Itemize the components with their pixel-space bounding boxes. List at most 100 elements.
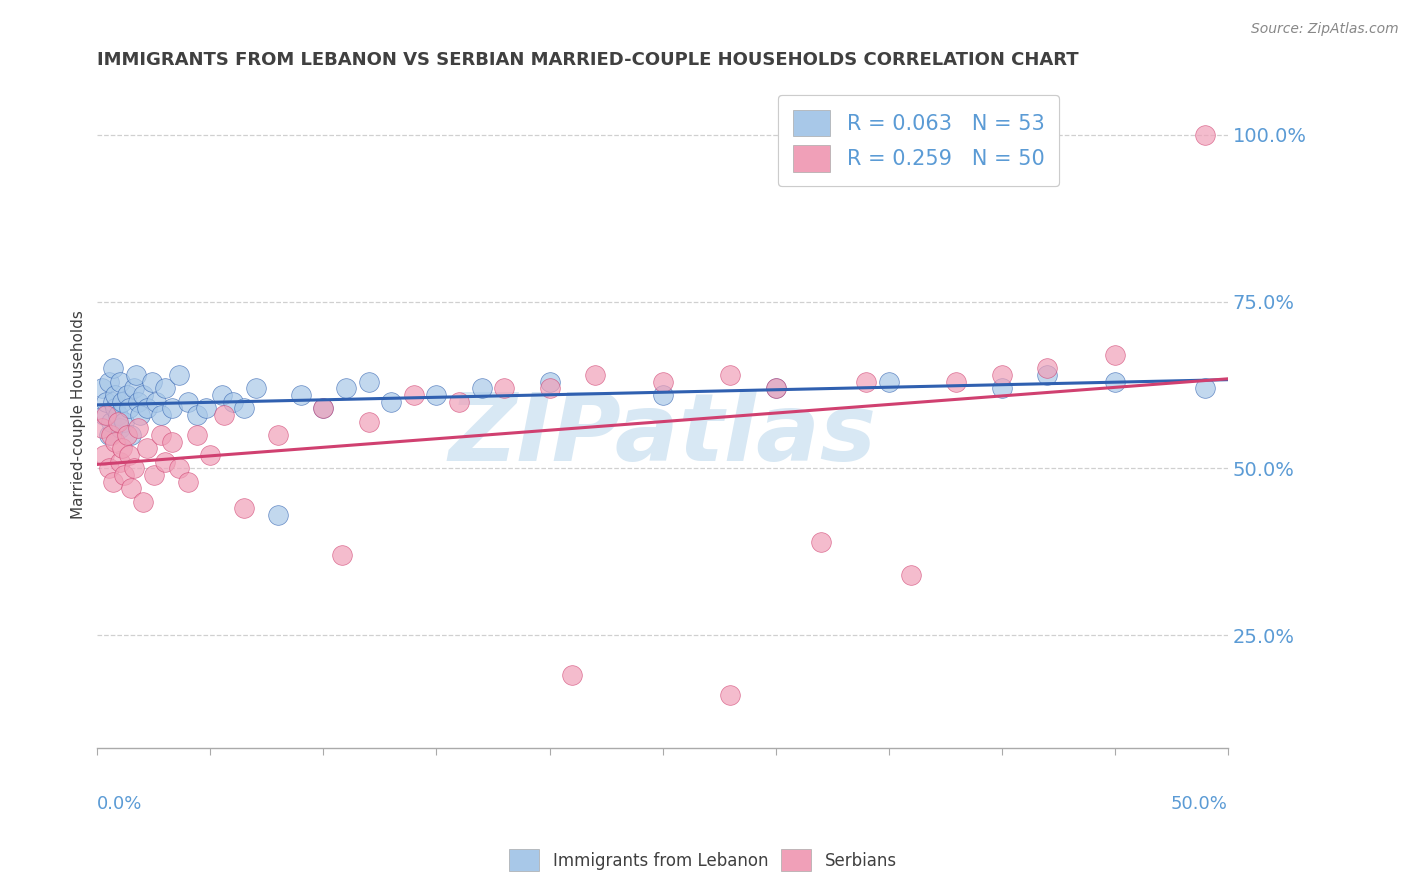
Point: [233, 401, 256, 416]
Point: [127, 394, 149, 409]
Point: [718, 688, 741, 702]
Point: [125, 368, 148, 382]
Point: [335, 381, 357, 395]
Point: [104, 401, 127, 416]
Point: [160, 401, 183, 416]
Text: ZIPatlas: ZIPatlas: [449, 389, 876, 481]
Point: [118, 401, 141, 416]
Point: [212, 408, 235, 422]
Point: [222, 394, 245, 409]
Point: [93, 448, 115, 462]
Point: [357, 375, 380, 389]
Point: [990, 368, 1012, 382]
Point: [990, 381, 1012, 395]
Point: [136, 401, 159, 416]
Text: IMMIGRANTS FROM LEBANON VS SERBIAN MARRIED-COUPLE HOUSEHOLDS CORRELATION CHART: IMMIGRANTS FROM LEBANON VS SERBIAN MARRI…: [97, 51, 1078, 69]
Point: [141, 375, 163, 389]
Point: [101, 394, 124, 409]
Point: [101, 361, 124, 376]
Point: [200, 448, 222, 462]
Point: [471, 381, 494, 395]
Point: [145, 394, 167, 409]
Point: [114, 415, 136, 429]
Text: 0.0%: 0.0%: [97, 795, 143, 814]
Point: [425, 388, 447, 402]
Point: [149, 428, 172, 442]
Point: [104, 388, 127, 402]
Point: [312, 401, 335, 416]
Point: [765, 381, 787, 395]
Point: [97, 461, 120, 475]
Point: [718, 368, 741, 382]
Point: [153, 455, 176, 469]
Point: [97, 375, 120, 389]
Point: [765, 381, 787, 395]
Point: [120, 428, 142, 442]
Point: [877, 375, 900, 389]
Point: [1036, 368, 1059, 382]
Point: [211, 388, 233, 402]
Legend: R = 0.063   N = 53, R = 0.259   N = 50: R = 0.063 N = 53, R = 0.259 N = 50: [778, 95, 1059, 186]
Point: [267, 508, 290, 522]
Point: [108, 375, 131, 389]
Point: [357, 415, 380, 429]
Point: [118, 448, 141, 462]
Point: [100, 428, 122, 442]
Point: [107, 415, 129, 429]
Point: [561, 668, 583, 682]
Point: [267, 428, 290, 442]
Point: [111, 442, 134, 456]
Point: [122, 461, 145, 475]
Point: [1194, 381, 1216, 395]
Point: [177, 394, 200, 409]
Point: [245, 381, 267, 395]
Point: [96, 408, 118, 422]
Point: [186, 408, 208, 422]
Point: [160, 434, 183, 449]
Point: [330, 548, 353, 562]
Point: [402, 388, 425, 402]
Point: [177, 475, 200, 489]
Point: [1104, 348, 1126, 362]
Point: [90, 421, 112, 435]
Point: [233, 501, 256, 516]
Point: [900, 568, 922, 582]
Point: [115, 428, 138, 442]
Point: [129, 408, 152, 422]
Point: [186, 428, 208, 442]
Point: [538, 375, 561, 389]
Point: [120, 481, 142, 495]
Point: [108, 421, 131, 435]
Point: [494, 381, 516, 395]
Point: [111, 394, 134, 409]
Point: [100, 415, 122, 429]
Point: [136, 442, 159, 456]
Point: [810, 534, 832, 549]
Point: [115, 388, 138, 402]
Point: [107, 408, 129, 422]
Point: [651, 388, 673, 402]
Legend: Immigrants from Lebanon, Serbians: Immigrants from Lebanon, Serbians: [501, 841, 905, 880]
Point: [583, 368, 606, 382]
Point: [131, 388, 153, 402]
Point: [142, 467, 165, 482]
Point: [194, 401, 217, 416]
Point: [290, 388, 312, 402]
Point: [167, 461, 190, 475]
Point: [114, 467, 136, 482]
Point: [93, 408, 115, 422]
Point: [122, 381, 145, 395]
Point: [1104, 375, 1126, 389]
Text: 50.0%: 50.0%: [1171, 795, 1227, 814]
Point: [101, 475, 124, 489]
Point: [96, 394, 118, 409]
Point: [538, 381, 561, 395]
Point: [449, 394, 471, 409]
Point: [108, 455, 131, 469]
Point: [90, 381, 112, 395]
Point: [651, 375, 673, 389]
Point: [312, 401, 335, 416]
Point: [149, 408, 172, 422]
Point: [1194, 128, 1216, 142]
Point: [1036, 361, 1059, 376]
